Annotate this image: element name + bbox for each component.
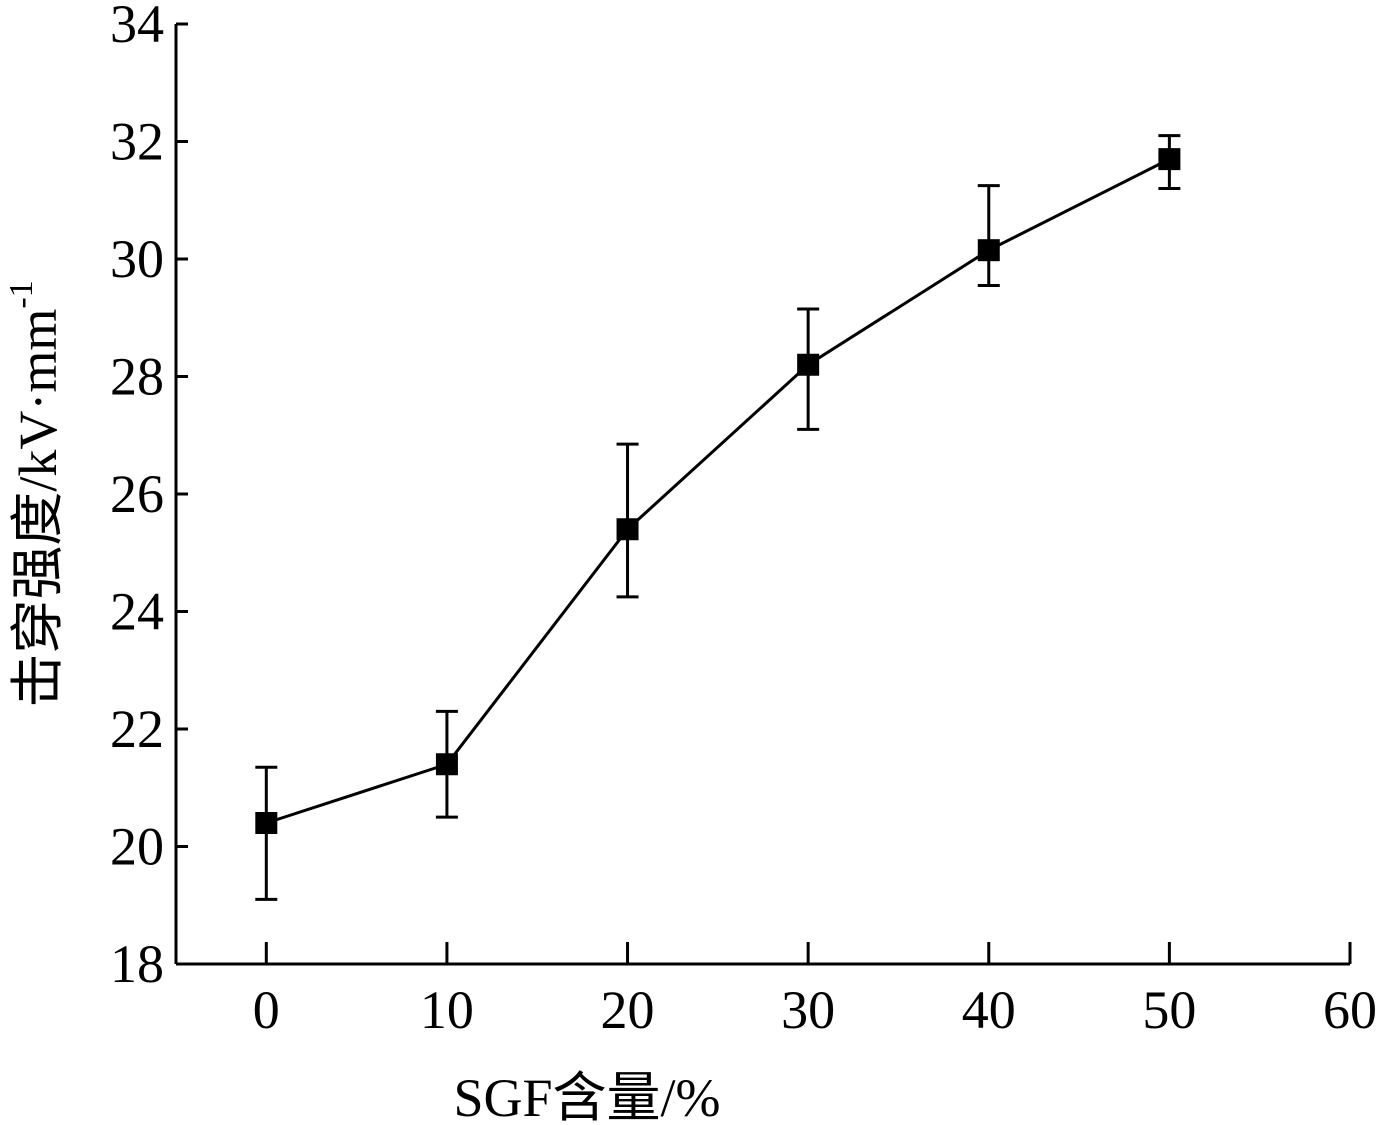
y-tick-label: 32 <box>110 112 164 172</box>
x-tick-label: 40 <box>962 980 1016 1040</box>
y-tick-label: 34 <box>110 0 164 54</box>
y-tick-label: 28 <box>110 347 164 407</box>
data-point-marker <box>797 353 820 376</box>
x-tick-label: 20 <box>601 980 655 1040</box>
x-tick-label: 50 <box>1142 980 1196 1040</box>
x-tick-label: 0 <box>253 980 280 1040</box>
x-tick-label: 30 <box>781 980 835 1040</box>
y-tick-label: 20 <box>110 817 164 877</box>
series <box>255 134 1181 901</box>
y-tick-label: 24 <box>110 582 164 642</box>
y-tick-label: 22 <box>110 699 164 759</box>
data-point-marker <box>435 753 458 776</box>
ticks: 18 20 22 24 26 28 30 32 34 0 10 20 30 40 50 60 <box>110 0 1376 1040</box>
data-point-marker <box>255 812 278 834</box>
y-tick-label: 26 <box>110 464 164 524</box>
series-line <box>265 157 1171 825</box>
x-tick-label: 60 <box>1323 980 1376 1040</box>
x-tick-label: 10 <box>420 980 474 1040</box>
x-axis-title: SGF含量/% <box>453 1068 720 1125</box>
y-tick-label: 30 <box>110 229 164 289</box>
y-axis-title-superscript: -1 <box>3 280 40 308</box>
data-point-marker <box>977 239 1000 262</box>
data-point-marker <box>616 518 639 541</box>
y-tick-label: 18 <box>110 934 164 994</box>
y-axis-title: 击穿强度/kV·mm-1 <box>3 280 68 707</box>
y-axis-title-main: 击穿强度/kV·mm <box>8 309 68 708</box>
data-point-marker <box>1158 148 1181 171</box>
